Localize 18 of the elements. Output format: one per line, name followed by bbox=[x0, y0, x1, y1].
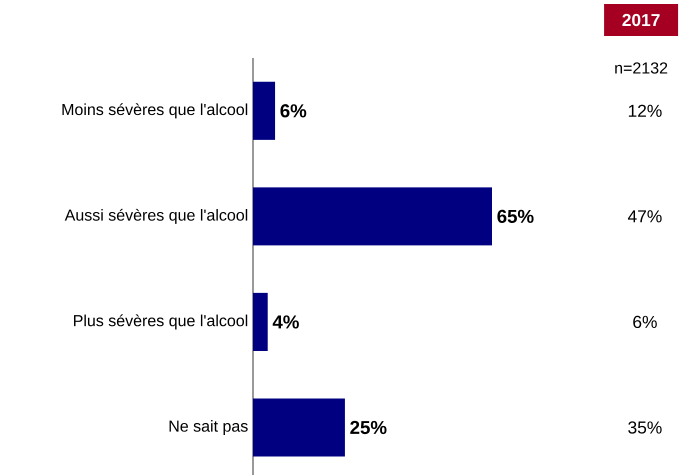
y-tick-label: Plus sévères que l'alcool bbox=[74, 314, 248, 330]
text: 35% bbox=[628, 421, 662, 434]
bar bbox=[253, 398, 345, 456]
text: n=2132 bbox=[615, 62, 668, 74]
bar bbox=[253, 82, 276, 140]
text: 2017 bbox=[622, 14, 660, 26]
y-tick-label: Ne sait pas bbox=[170, 420, 248, 435]
text: 47% bbox=[628, 210, 662, 222]
data-label: 6% bbox=[280, 104, 306, 118]
bar bbox=[253, 292, 268, 351]
y-tick-label: Moins sévères que l'alcool bbox=[62, 103, 248, 118]
data-label: 25% bbox=[350, 420, 386, 434]
data-label: 4% bbox=[272, 315, 299, 328]
data-label: 65% bbox=[497, 210, 534, 223]
text: 6% bbox=[633, 316, 657, 328]
bar bbox=[253, 187, 492, 246]
y-tick-label: Aussi sévères que l'alcool bbox=[64, 208, 248, 224]
text: 12% bbox=[628, 104, 662, 117]
